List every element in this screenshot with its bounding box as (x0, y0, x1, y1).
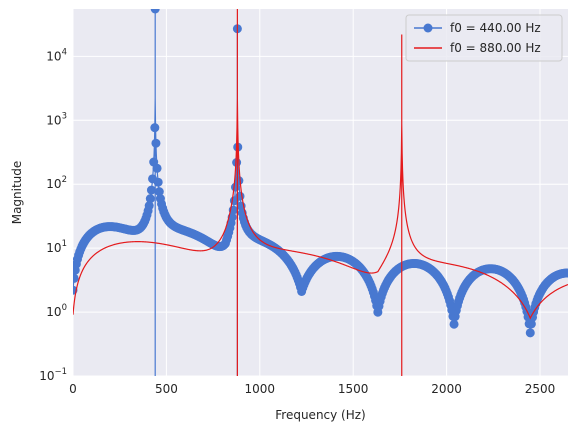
y-tick-label: 100 (46, 303, 67, 319)
data-point (562, 268, 568, 278)
legend-item: f0 = 440.00 Hz (414, 21, 541, 35)
data-point (153, 177, 163, 187)
data-point (144, 201, 154, 211)
x-tick-label: 1000 (245, 382, 276, 396)
legend: f0 = 440.00 Hz f0 = 880.00 Hz (405, 14, 563, 62)
series-2 (73, 9, 568, 376)
data-point (150, 123, 160, 133)
x-tick-label: 2500 (525, 382, 556, 396)
y-tick-label: 10−1 (39, 367, 67, 383)
series-layer (73, 9, 568, 376)
y-axis-label: Magnitude (10, 161, 24, 225)
x-tick-label: 2000 (431, 382, 462, 396)
data-point (151, 138, 161, 148)
data-point (154, 187, 164, 197)
legend-box (405, 14, 563, 62)
legend-item: f0 = 880.00 Hz (414, 41, 541, 55)
y-tick-label: 104 (46, 47, 67, 63)
legend-marker (423, 23, 433, 33)
y-tick-label: 103 (46, 111, 67, 127)
data-point (145, 194, 155, 204)
x-tick-label: 500 (155, 382, 178, 396)
y-tick-label: 101 (46, 239, 67, 255)
y-tick-label: 102 (46, 175, 67, 191)
y-tick-labels: 10−1 100 101 102 103 104 (39, 47, 67, 383)
x-axis-label: Frequency (Hz) (275, 408, 366, 422)
x-tick-labels: 0 500 1000 1500 2000 2500 (69, 382, 555, 396)
series-line (73, 9, 568, 376)
data-point (73, 273, 79, 283)
data-point (232, 158, 242, 167)
x-tick-label: 0 (69, 382, 77, 396)
legend-label: f0 = 440.00 Hz (450, 21, 541, 35)
peak-point (150, 9, 160, 14)
data-point (146, 185, 156, 195)
data-point (449, 319, 459, 329)
data-point (525, 328, 535, 338)
data-point (234, 176, 244, 186)
x-tick-label: 1500 (338, 382, 369, 396)
series-1 (73, 9, 568, 376)
data-point (526, 319, 536, 329)
legend-label: f0 = 880.00 Hz (450, 41, 541, 55)
plot-area (73, 9, 568, 376)
data-point (152, 163, 162, 173)
